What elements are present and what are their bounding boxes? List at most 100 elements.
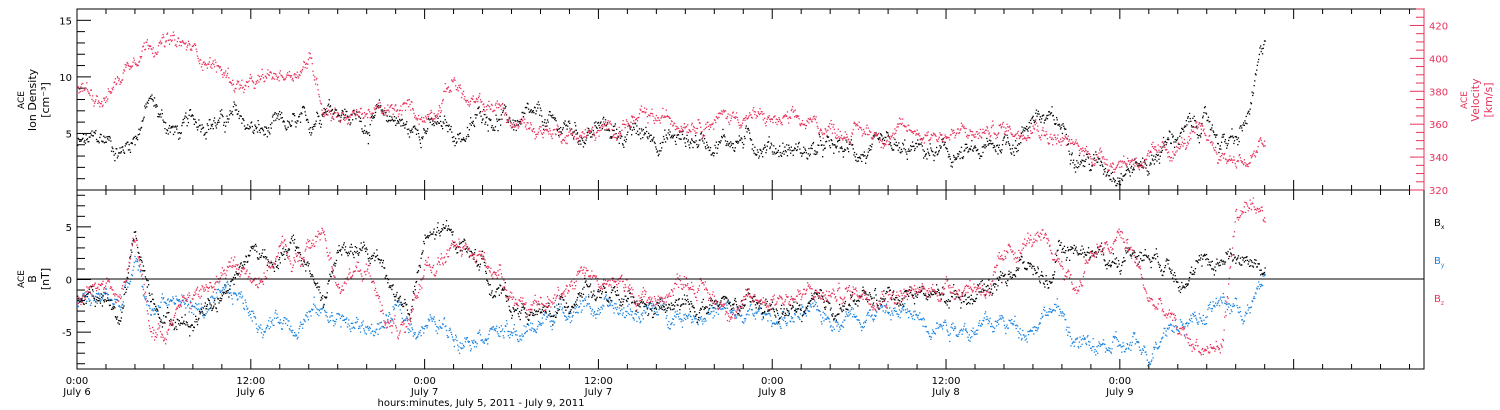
by-series-point bbox=[108, 298, 110, 301]
velocity-series-point bbox=[1103, 162, 1105, 164]
ion-density-series-point bbox=[821, 144, 823, 146]
ion-density-series-point bbox=[869, 145, 871, 147]
by-series-point bbox=[505, 325, 507, 327]
velocity-series-point bbox=[1083, 154, 1085, 157]
ion-density-series-point bbox=[715, 147, 717, 149]
by-series-point bbox=[301, 323, 303, 326]
ion-density-series-point bbox=[737, 141, 740, 143]
by-series-point bbox=[169, 299, 171, 302]
by-series-point bbox=[299, 325, 301, 327]
ion-density-series-point bbox=[916, 146, 918, 148]
by-series-point bbox=[418, 331, 420, 333]
ion-density-series-point bbox=[730, 141, 732, 143]
ion-density-series-point bbox=[597, 121, 600, 124]
ion-density-series-point bbox=[559, 131, 561, 133]
velocity-series-point bbox=[788, 122, 790, 124]
velocity-series-point bbox=[250, 78, 252, 80]
velocity-series-point bbox=[396, 109, 398, 112]
velocity-series-point bbox=[824, 128, 826, 130]
velocity-series-point bbox=[604, 121, 607, 123]
by-series-point bbox=[259, 327, 261, 329]
velocity-series-point bbox=[583, 133, 585, 135]
ion-density-series-point bbox=[1054, 123, 1056, 125]
ion-density-series-point bbox=[110, 140, 112, 142]
ion-density-series-point bbox=[576, 133, 578, 135]
ion-density-series-point bbox=[651, 139, 653, 141]
velocity-series-point bbox=[170, 40, 173, 42]
velocity-series-point bbox=[483, 106, 485, 108]
by-series-point bbox=[696, 321, 699, 323]
velocity-series-point bbox=[553, 129, 555, 131]
velocity-series-point bbox=[1180, 143, 1182, 146]
ion-density-series-point bbox=[206, 131, 208, 134]
ion-density-series-point bbox=[210, 124, 212, 126]
velocity-series-point bbox=[474, 101, 476, 104]
ion-density-series-point bbox=[374, 111, 377, 114]
by-series-point bbox=[524, 331, 527, 334]
by-series-point bbox=[741, 314, 743, 316]
ion-density-series-point bbox=[1022, 129, 1024, 131]
ion-density-series-point bbox=[435, 122, 437, 124]
ion-density-series-point bbox=[648, 132, 650, 134]
velocity-series-point bbox=[917, 134, 920, 136]
velocity-series-point bbox=[900, 118, 902, 120]
ion-density-series-point bbox=[961, 157, 963, 159]
ion-density-series-point bbox=[259, 131, 261, 134]
velocity-series-point bbox=[1000, 127, 1002, 129]
ion-density-series-point bbox=[1242, 124, 1244, 126]
by-series-point bbox=[601, 308, 603, 310]
ion-density-series-point bbox=[275, 119, 277, 121]
by-series-point bbox=[464, 337, 466, 339]
by-series-point bbox=[189, 307, 191, 309]
by-series-point bbox=[534, 329, 536, 332]
ion-density-series-point bbox=[656, 151, 658, 153]
ion-density-series-point bbox=[164, 128, 166, 130]
velocity-series-point bbox=[283, 78, 285, 80]
by-series-point bbox=[236, 295, 238, 297]
ion-density-series-point bbox=[453, 136, 455, 138]
velocity-series-point bbox=[403, 103, 405, 105]
ion-density-series-point bbox=[374, 114, 376, 117]
ion-density-series-point bbox=[1113, 178, 1115, 180]
velocity-series-point bbox=[946, 136, 948, 138]
ion-density-series-point bbox=[580, 143, 582, 145]
velocity-series-point bbox=[956, 132, 958, 134]
ion-density-series-point bbox=[846, 147, 848, 149]
ion-density-series-point bbox=[430, 117, 433, 119]
ion-density-series-point bbox=[716, 152, 718, 154]
velocity-series-point bbox=[303, 60, 305, 63]
ion-density-series-point bbox=[1100, 160, 1102, 162]
ion-density-series-point bbox=[243, 119, 245, 122]
velocity-series-point bbox=[332, 117, 334, 120]
by-series-point bbox=[317, 309, 319, 311]
ion-density-series-point bbox=[951, 166, 953, 168]
ion-density-series-point bbox=[992, 142, 994, 145]
velocity-series-point bbox=[431, 118, 433, 120]
velocity-series-point bbox=[1194, 132, 1196, 134]
ion-density-series-point bbox=[443, 122, 445, 125]
by-series-point bbox=[89, 299, 91, 301]
by-series-point bbox=[445, 329, 448, 332]
ion-density-series-point bbox=[824, 147, 826, 149]
ion-density-series-point bbox=[983, 146, 985, 148]
by-series-point bbox=[106, 292, 108, 294]
ion-density-series-point bbox=[882, 137, 884, 139]
by-series-point bbox=[95, 295, 97, 298]
ion-density-series-point bbox=[1055, 122, 1057, 125]
velocity-series-point bbox=[829, 123, 831, 125]
velocity-series-point bbox=[609, 120, 611, 123]
velocity-series-point bbox=[156, 53, 158, 55]
ion-density-series-point bbox=[830, 139, 832, 141]
by-series-point bbox=[597, 307, 600, 310]
by-series-point bbox=[187, 305, 189, 307]
by-series-point bbox=[631, 314, 633, 316]
velocity-series-point bbox=[279, 72, 281, 74]
ion-density-series-point bbox=[286, 120, 289, 122]
velocity-series-point bbox=[1189, 132, 1191, 134]
by-series-point bbox=[358, 325, 360, 327]
velocity-series-point bbox=[111, 87, 113, 89]
by-series-point bbox=[271, 322, 273, 324]
by-series-point bbox=[388, 311, 390, 314]
ion-density-series-point bbox=[1080, 162, 1082, 164]
velocity-series-point bbox=[779, 120, 781, 122]
